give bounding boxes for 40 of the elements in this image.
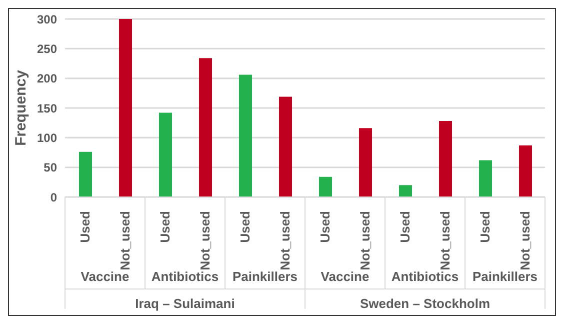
text: Sweden – Stockholm <box>360 296 490 311</box>
x-tick-label: Not_used <box>198 210 212 270</box>
x-tick-label: Not_used <box>118 210 132 270</box>
text: Painkillers <box>232 269 298 284</box>
bar <box>279 96 292 197</box>
bar <box>439 121 452 197</box>
y-tick-label: 300 <box>36 12 58 26</box>
bar <box>479 160 492 197</box>
y-tick-label: 0 <box>50 190 58 204</box>
bar <box>319 176 332 197</box>
text: Vaccine <box>80 269 130 284</box>
bar <box>119 19 132 197</box>
y-axis-title: Frequency <box>12 69 30 146</box>
bar <box>519 145 532 197</box>
text: Antibiotics <box>151 269 219 284</box>
bar <box>359 128 372 197</box>
bar <box>159 112 172 197</box>
y-tick-label: 250 <box>36 42 58 56</box>
text: Vaccine <box>320 269 370 284</box>
bar <box>399 185 412 197</box>
x-tick-label: Not_used <box>358 210 372 270</box>
x-tick-label: Used <box>238 210 252 243</box>
x-tick-label: Used <box>398 210 412 243</box>
bar <box>79 152 92 197</box>
y-tick-label: 100 <box>36 130 58 145</box>
y-tick-label: 50 <box>44 160 58 175</box>
bar <box>199 58 212 197</box>
x-tick-label: Not_used <box>518 210 532 270</box>
x-tick-label: Not_used <box>438 210 452 270</box>
x-tick-label: Used <box>318 210 332 243</box>
x-tick-label: Used <box>158 210 172 243</box>
text: Iraq – Sulaimani <box>135 296 235 311</box>
y-tick-label: 150 <box>36 101 58 116</box>
text: Painkillers <box>472 269 538 284</box>
x-tick-label: Used <box>78 210 92 243</box>
x-tick-label: Not_used <box>278 210 292 270</box>
bar <box>239 74 252 197</box>
text: Antibiotics <box>391 269 459 284</box>
x-tick-label: Used <box>478 210 492 243</box>
y-tick-label: 200 <box>36 72 58 86</box>
